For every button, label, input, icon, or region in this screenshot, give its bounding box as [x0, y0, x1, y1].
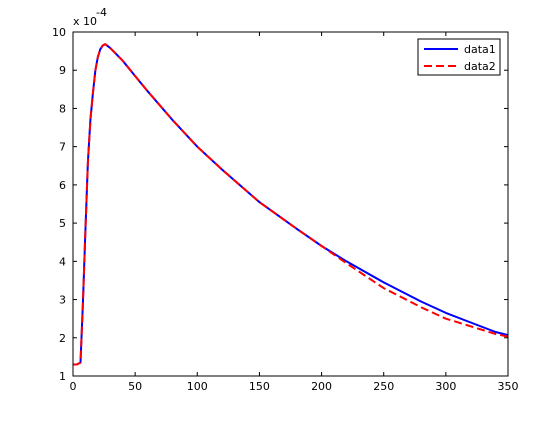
x-tick-label: 150 — [249, 380, 270, 393]
legend-label-data1: data1 — [464, 43, 496, 56]
plot-area — [73, 32, 508, 376]
x-tick-label: 300 — [435, 380, 456, 393]
y-tick-label: 2 — [59, 332, 66, 345]
y-multiplier: x 10 -4 — [73, 6, 107, 28]
x-tick-label: 350 — [498, 380, 519, 393]
x-tick-label: 200 — [311, 380, 332, 393]
series-line-data2 — [73, 43, 509, 366]
y-tick-label: 5 — [59, 217, 66, 230]
series-lines — [73, 43, 509, 366]
y-tick-label: 3 — [59, 294, 66, 307]
y-multiplier-base: x 10 — [73, 15, 97, 28]
plot-frame — [72, 31, 509, 377]
y-tick-label: 4 — [59, 255, 66, 268]
y-tick-label: 7 — [59, 141, 66, 154]
legend: data1 data2 — [417, 38, 501, 76]
x-tick-label: 0 — [70, 380, 77, 393]
y-tick-label: 1 — [59, 370, 66, 383]
y-tick-label: 9 — [59, 64, 66, 77]
x-tick-label: 100 — [187, 380, 208, 393]
x-tick-label: 50 — [128, 380, 142, 393]
y-multiplier-exponent: -4 — [96, 6, 107, 19]
axis-ticks: 0 50 100 150 200 250 300 350 1 2 3 4 5 6 7 8 9 10 — [52, 26, 519, 393]
legend-box — [417, 38, 501, 76]
y-tick-label: 8 — [59, 102, 66, 115]
y-tick-label: 10 — [52, 26, 66, 39]
x-tick-label: 250 — [373, 380, 394, 393]
legend-label-data2: data2 — [464, 60, 496, 73]
y-tick-label: 6 — [59, 179, 66, 192]
